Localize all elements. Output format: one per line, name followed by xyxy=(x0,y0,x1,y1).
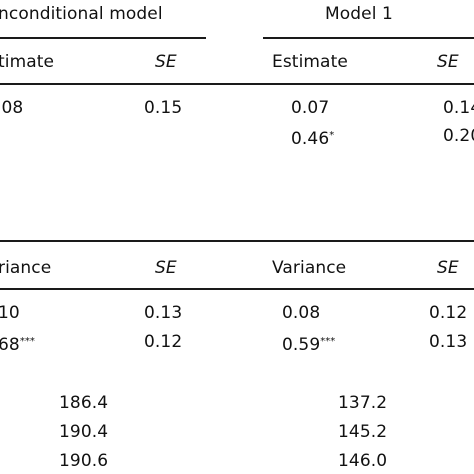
estimate-header-unconditional: timate xyxy=(0,52,55,72)
estimate-header-model1: Estimate xyxy=(272,52,348,72)
random-row-2-uc-significance: *** xyxy=(19,336,35,347)
group-rule-unconditional xyxy=(0,37,206,39)
fixed-row-1-m1-se: 0.14 xyxy=(443,98,474,118)
fixed-row-2-m1-se: 0.20 xyxy=(443,126,474,146)
unconditional-model-header: nconditional model xyxy=(0,4,163,24)
variance-header-unconditional: riance xyxy=(0,258,52,278)
fixed-row-1-uc-estimate: .08 xyxy=(0,98,24,118)
random-row-1-uc-variance: 10 xyxy=(0,303,20,323)
fixed-header-rule xyxy=(0,83,474,85)
model1-header: Model 1 xyxy=(325,4,393,24)
fit-row-3-uc: 190.6 xyxy=(59,451,109,471)
random-row-2-m1-significance: *** xyxy=(320,336,336,347)
se-header-unconditional: SE xyxy=(155,52,177,72)
random-row-2-m1-se: 0.13 xyxy=(429,332,468,352)
fixed-row-1-m1-estimate: 0.07 xyxy=(291,98,330,118)
random-row-2-m1-variance: 0.59*** xyxy=(282,332,335,355)
fit-row-1-m1: 137.2 xyxy=(338,393,388,413)
variance-header-model1: Variance xyxy=(272,258,347,278)
random-top-rule xyxy=(0,240,474,242)
group-rule-model1 xyxy=(263,37,474,39)
random-row-2-uc-se: 0.12 xyxy=(144,332,183,352)
fit-row-3-m1: 146.0 xyxy=(338,451,388,471)
fit-row-1-uc: 186.4 xyxy=(59,393,109,413)
fixed-row-2-m1-estimate: 0.46* xyxy=(291,126,334,149)
random-header-rule xyxy=(0,288,474,290)
se-header-random-model1: SE xyxy=(437,258,459,278)
fit-row-2-m1: 145.2 xyxy=(338,422,388,442)
fixed-row-2-m1-value: 0.46 xyxy=(291,129,330,149)
random-row-2-uc-value: 68 xyxy=(0,335,20,355)
fixed-row-1-uc-se: 0.15 xyxy=(144,98,183,118)
random-row-1-m1-se: 0.12 xyxy=(429,303,468,323)
fixed-row-2-m1-significance: * xyxy=(329,130,335,141)
random-row-2-m1-value: 0.59 xyxy=(282,335,321,355)
random-row-1-m1-variance: 0.08 xyxy=(282,303,321,323)
fit-row-2-uc: 190.4 xyxy=(59,422,109,442)
se-header-model1: SE xyxy=(437,52,459,72)
random-row-1-uc-se: 0.13 xyxy=(144,303,183,323)
se-header-random-unconditional: SE xyxy=(155,258,177,278)
random-row-2-uc-variance: 68*** xyxy=(0,332,35,355)
